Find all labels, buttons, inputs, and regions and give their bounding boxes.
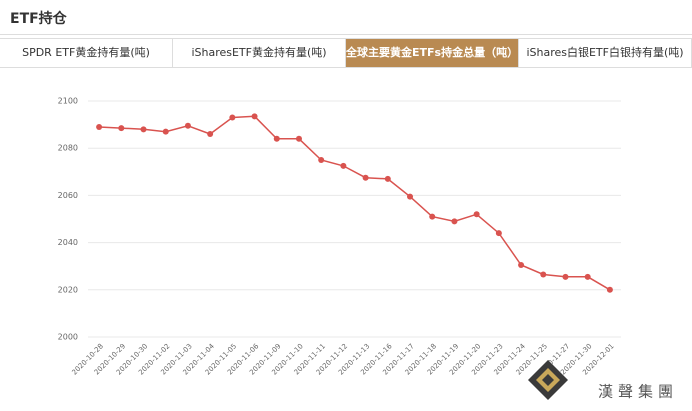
data-point <box>96 123 103 130</box>
data-point <box>473 211 480 218</box>
data-point <box>606 286 613 293</box>
tab-bar: SPDR ETF黄金持有量(吨) iSharesETF黄金持有量(吨) 全球主要黄金… <box>0 38 692 68</box>
y-tick-label: 2100 <box>58 97 78 106</box>
data-point <box>451 218 458 225</box>
data-point <box>429 213 436 220</box>
data-point <box>251 113 258 120</box>
data-point <box>540 271 547 278</box>
tab[interactable]: 全球主要黄金ETFs持金总量（吨） <box>346 39 519 67</box>
data-point <box>162 128 169 135</box>
data-point <box>562 273 569 280</box>
watermark: 漢聲集團 <box>598 383 678 401</box>
data-point <box>362 174 369 181</box>
data-line <box>99 115 611 291</box>
data-point <box>273 135 280 142</box>
data-point <box>407 193 414 200</box>
tab[interactable]: iSharesETF黄金持有量(吨) <box>173 39 346 67</box>
y-tick-label: 2020 <box>58 285 78 294</box>
data-point <box>584 273 591 280</box>
y-tick-label: 2040 <box>58 238 78 247</box>
data-point <box>229 114 236 121</box>
data-point <box>518 262 525 269</box>
watermark-logo <box>528 360 568 400</box>
y-tick-label: 2080 <box>58 144 78 153</box>
data-point <box>295 135 302 142</box>
divider <box>0 34 692 35</box>
data-point <box>207 131 214 138</box>
data-point <box>495 230 502 237</box>
tab[interactable]: SPDR ETF黄金持有量(吨) <box>0 39 173 67</box>
section-title: ETF持仓 <box>10 11 67 27</box>
y-tick-label: 2060 <box>58 191 78 200</box>
data-point <box>318 157 325 163</box>
data-point <box>140 126 147 133</box>
data-point <box>340 162 347 169</box>
data-point <box>118 125 125 132</box>
data-point <box>384 175 391 182</box>
y-tick-label: 2000 <box>58 333 78 342</box>
data-point <box>184 122 191 129</box>
